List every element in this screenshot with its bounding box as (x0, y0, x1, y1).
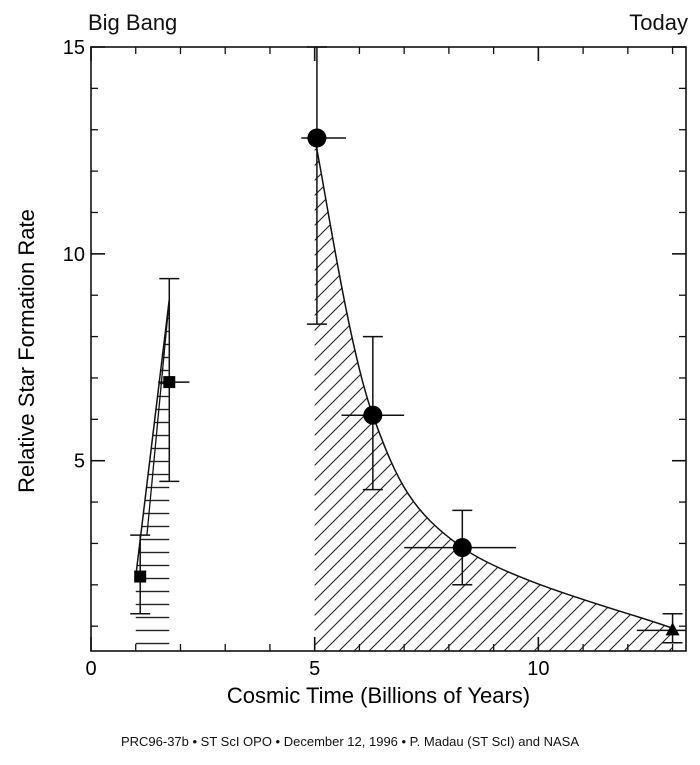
x-tick-label: 5 (309, 658, 320, 680)
y-axis-label: Relative Star Formation Rate (14, 209, 39, 493)
square-data-point (134, 570, 147, 583)
late-hatched-region (314, 138, 673, 652)
today-label: Today (629, 10, 688, 35)
plot-frame (90, 46, 687, 652)
circle-data-point (307, 128, 327, 148)
triangle-data-point (665, 622, 680, 636)
image-credit: PRC96-37b • ST ScI OPO • December 12, 19… (120, 734, 580, 749)
x-tick-label: 0 (85, 658, 96, 680)
circle-data-point (363, 405, 383, 425)
early-boundary-line-upper (146, 299, 170, 536)
x-tick-label: 10 (527, 658, 549, 680)
square-data-point (163, 376, 176, 389)
y-tick-label: 5 (74, 451, 85, 473)
big-bang-label: Big Bang (88, 10, 178, 35)
y-tick-label: 10 (63, 244, 85, 266)
circle-data-point (452, 538, 472, 558)
y-tick-label: 15 (63, 37, 85, 59)
x-axis-label: Cosmic Time (Billions of Years) (227, 683, 530, 708)
early-boundary-line (134, 299, 171, 577)
late-decline-curve (313, 137, 673, 629)
